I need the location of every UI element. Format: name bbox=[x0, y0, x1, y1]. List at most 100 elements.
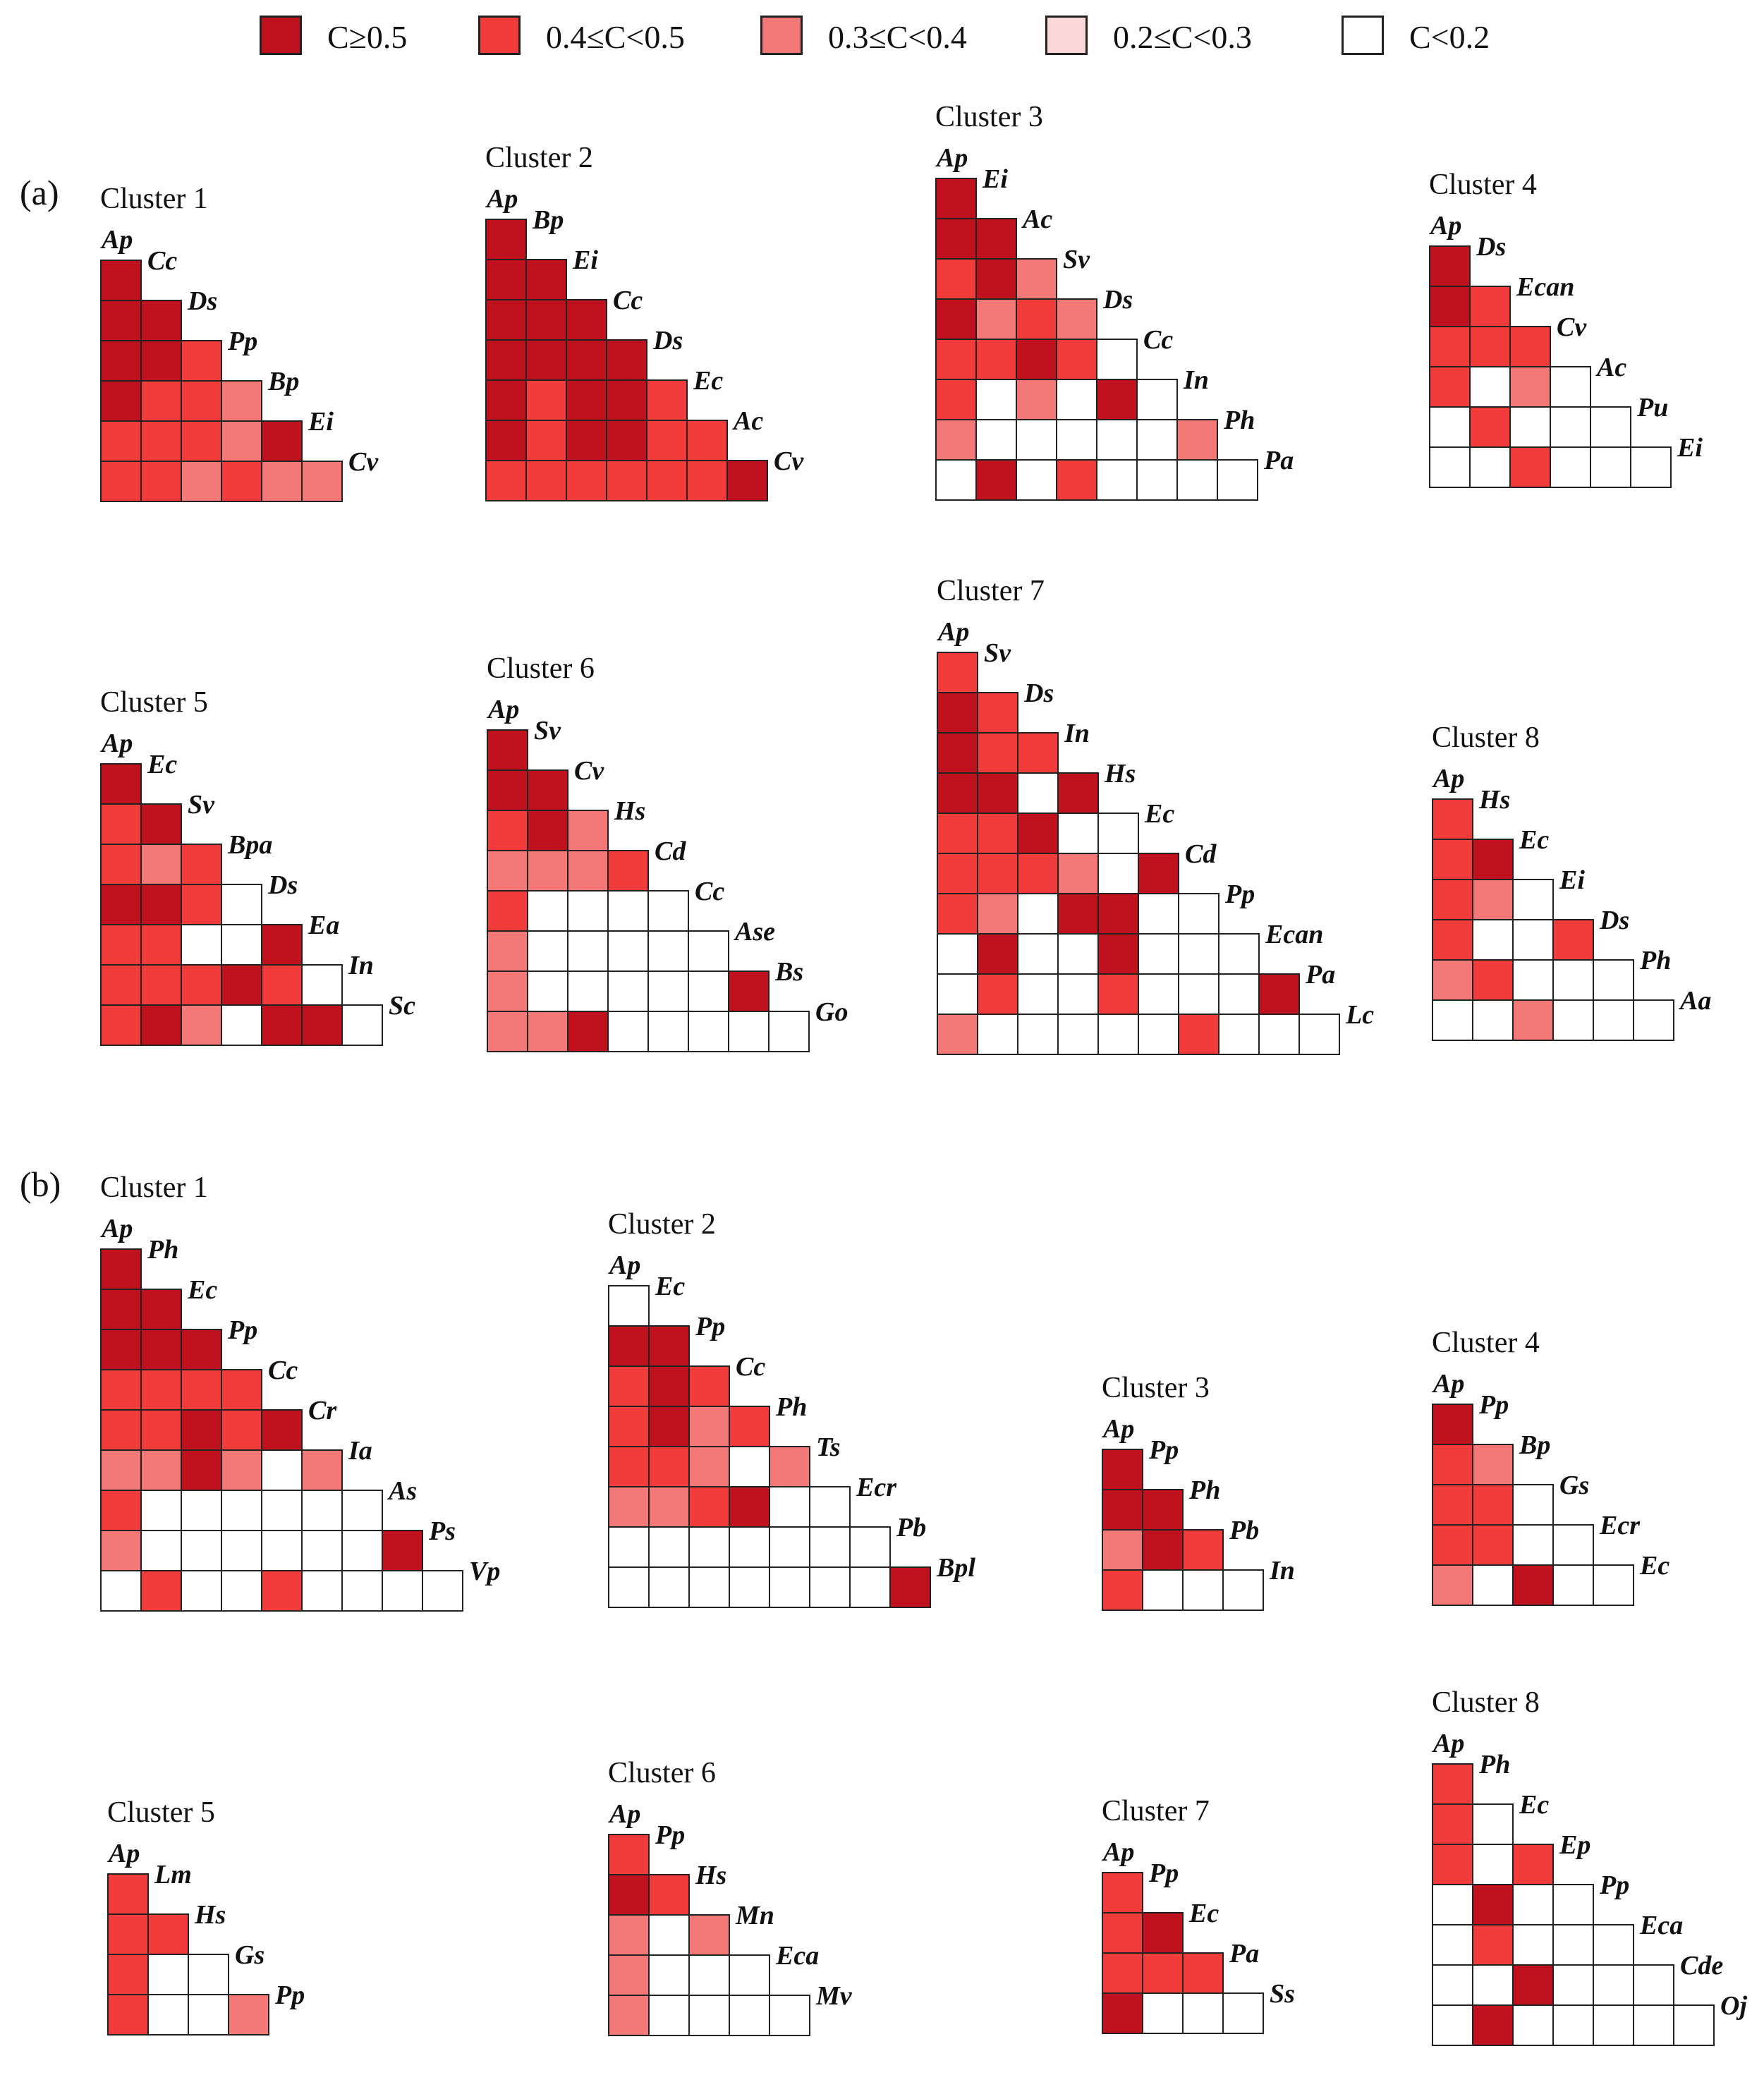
species-label: In bbox=[1064, 719, 1090, 748]
species-label: Pp bbox=[1225, 880, 1255, 909]
species-label: Hs bbox=[1479, 785, 1511, 815]
heatmap-cell bbox=[1432, 1444, 1473, 1485]
heatmap-cell bbox=[100, 340, 142, 382]
heatmap-cell bbox=[977, 973, 1018, 1015]
species-label: Hs bbox=[195, 1900, 226, 1930]
species-label: Ss bbox=[1270, 1979, 1295, 2009]
species-label: Cc bbox=[736, 1352, 766, 1382]
heatmap-cell bbox=[221, 1409, 262, 1451]
heatmap-cell bbox=[140, 1369, 182, 1411]
heatmap-cell bbox=[729, 1526, 770, 1568]
heatmap-cell bbox=[100, 1409, 142, 1451]
heatmap-cell bbox=[1552, 1524, 1594, 1566]
heatmap-cell bbox=[221, 1530, 262, 1571]
heatmap-cell bbox=[527, 1011, 568, 1052]
heatmap-cell bbox=[977, 772, 1018, 814]
heatmap-cell bbox=[1057, 813, 1099, 854]
heatmap-cell bbox=[181, 964, 222, 1006]
cluster-title: Cluster 8 bbox=[1432, 1686, 1540, 1719]
heatmap-cell bbox=[140, 803, 182, 845]
heatmap-cell bbox=[1017, 772, 1059, 814]
heatmap-cell bbox=[977, 813, 1018, 854]
heatmap-cell bbox=[422, 1570, 463, 1612]
heatmap-cell bbox=[608, 1406, 650, 1447]
heatmap-cell bbox=[261, 1570, 303, 1612]
species-label: Ap bbox=[109, 1839, 140, 1868]
heatmap-cell bbox=[1096, 419, 1138, 461]
heatmap-cell bbox=[341, 1490, 383, 1531]
heatmap-cell bbox=[1472, 1803, 1514, 1845]
heatmap-cell bbox=[1258, 973, 1300, 1015]
heatmap-cell bbox=[937, 652, 978, 693]
species-label: Ec bbox=[655, 1272, 686, 1301]
heatmap-cell bbox=[147, 1913, 189, 1955]
cluster-title: Cluster 4 bbox=[1429, 169, 1537, 201]
species-label: Cc bbox=[268, 1356, 298, 1385]
species-label: Ds bbox=[653, 326, 683, 355]
heatmap-cell bbox=[525, 259, 567, 300]
heatmap-cell bbox=[1633, 999, 1674, 1041]
heatmap-cell bbox=[975, 419, 1017, 461]
heatmap-cell bbox=[100, 1329, 142, 1370]
heatmap-cell bbox=[1218, 973, 1260, 1015]
heatmap-cell bbox=[566, 339, 607, 381]
species-label: Ac bbox=[1023, 205, 1053, 234]
heatmap-cell bbox=[1432, 1964, 1473, 2006]
heatmap-cell bbox=[1472, 999, 1514, 1041]
heatmap-cell bbox=[1138, 893, 1179, 935]
heatmap-cell bbox=[1142, 1489, 1184, 1531]
heatmap-cell bbox=[1590, 406, 1631, 448]
heatmap-cell bbox=[606, 420, 647, 461]
species-label: Ap bbox=[1433, 1729, 1465, 1758]
species-label: Pu bbox=[1637, 393, 1669, 422]
heatmap-cell bbox=[1552, 999, 1594, 1041]
heatmap-cell bbox=[100, 420, 142, 462]
species-label: Pp bbox=[1600, 1870, 1630, 1900]
heatmap-cell bbox=[648, 1566, 690, 1608]
heatmap-cell bbox=[646, 420, 688, 461]
heatmap-cell bbox=[769, 1995, 810, 2036]
heatmap-cell bbox=[977, 1014, 1018, 1055]
heatmap-cell bbox=[1182, 1952, 1224, 1994]
species-label: Ap bbox=[487, 184, 518, 214]
species-label: Pb bbox=[1229, 1516, 1260, 1545]
heatmap-cell bbox=[485, 259, 527, 300]
species-label: Pp bbox=[1149, 1435, 1179, 1465]
heatmap-cell bbox=[1550, 446, 1591, 488]
heatmap-cell bbox=[1429, 406, 1471, 448]
heatmap-cell bbox=[937, 853, 978, 894]
species-label: Pa bbox=[1229, 1939, 1260, 1968]
heatmap-cell bbox=[1102, 1872, 1143, 1913]
cluster-title: Cluster 6 bbox=[608, 1757, 716, 1789]
heatmap-cell bbox=[607, 890, 649, 932]
heatmap-cell bbox=[301, 1490, 343, 1531]
species-label: Cc bbox=[147, 246, 178, 276]
species-label: Ph bbox=[776, 1392, 808, 1422]
heatmap-cell bbox=[1472, 1564, 1514, 1606]
species-label: Lc bbox=[1346, 1000, 1375, 1030]
heatmap-cell bbox=[849, 1526, 891, 1568]
heatmap-cell bbox=[1096, 459, 1138, 501]
heatmap-cell bbox=[1017, 853, 1059, 894]
species-label: Gs bbox=[235, 1940, 265, 1970]
heatmap-cell bbox=[1178, 933, 1219, 975]
heatmap-cell bbox=[1017, 1014, 1059, 1055]
species-label: Ec bbox=[1145, 799, 1175, 829]
heatmap-cell bbox=[728, 1011, 770, 1052]
heatmap-cell bbox=[849, 1566, 891, 1608]
heatmap-cell bbox=[608, 1365, 650, 1407]
heatmap-cell bbox=[1182, 1569, 1224, 1611]
heatmap-cell bbox=[1512, 919, 1554, 961]
heatmap-cell bbox=[1182, 1992, 1224, 2034]
heatmap-cell bbox=[1138, 933, 1179, 975]
heatmap-cell bbox=[935, 298, 977, 340]
heatmap-cell bbox=[100, 1449, 142, 1491]
legend-label: 0.4≤C<0.5 bbox=[546, 19, 685, 55]
heatmap-cell bbox=[648, 1526, 690, 1568]
heatmap-cell bbox=[608, 1914, 650, 1956]
heatmap-cell bbox=[140, 964, 182, 1006]
heatmap-cell bbox=[140, 1329, 182, 1370]
species-label: Ec bbox=[1519, 825, 1550, 855]
heatmap-cell bbox=[975, 379, 1017, 420]
heatmap-cell bbox=[1512, 959, 1554, 1001]
